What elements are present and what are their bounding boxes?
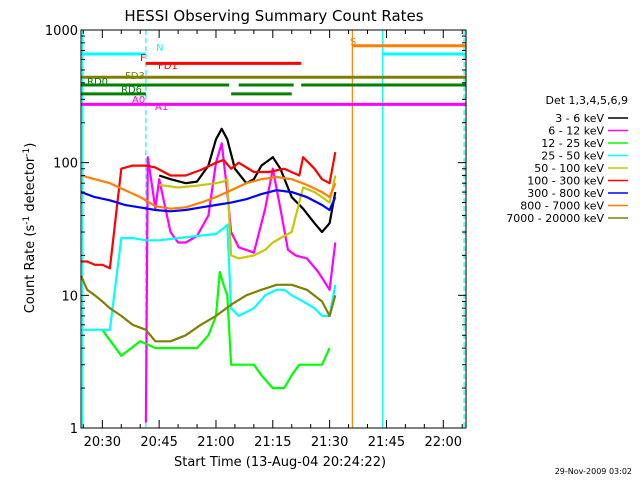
y-tick-label-2: 100	[53, 157, 78, 172]
x-tick-label-4: 21:30	[311, 435, 348, 450]
x-tick-label-2: 21:00	[197, 435, 234, 450]
flag-label-fd3: FD3	[125, 71, 145, 82]
legend-title: Det 1,3,4,5,6,9	[545, 94, 628, 107]
legend-label-6: 300 - 800 keV	[527, 187, 604, 200]
flag-label-a0: A0	[132, 95, 145, 106]
y-axis-label-mid: detector	[23, 156, 38, 216]
y-tick-label-3: 1000	[45, 24, 78, 39]
legend-label-1: 6 - 12 keV	[548, 125, 604, 138]
series-line-8	[80, 275, 337, 343]
chart-title: HESSI Observing Summary Count Rates	[124, 7, 423, 25]
series-line-3	[81, 223, 337, 331]
y-axis-label-sup-2: -1	[22, 148, 32, 157]
series-line-2	[101, 270, 331, 390]
series-line-7	[80, 174, 337, 210]
series-line-4	[159, 175, 337, 260]
x-tick-label-1: 20:45	[140, 435, 177, 450]
y-axis-label-sup-1: -1	[22, 216, 32, 225]
y-axis-label: Count Rate (s-1 detector-1)	[22, 143, 38, 314]
legend-label-2: 12 - 25 keV	[541, 137, 604, 150]
x-tick-label-5: 21:45	[368, 435, 405, 450]
flag-label-f: F	[140, 53, 146, 64]
timestamp: 29-Nov-2009 03:02	[555, 467, 632, 476]
legend-label-0: 3 - 6 keV	[555, 112, 604, 125]
legend-label-5: 100 - 300 keV	[527, 175, 604, 188]
plot-frame	[80, 29, 467, 429]
y-axis-label-main: Count Rate (s	[23, 225, 38, 314]
flag-label-rd6: RD6	[121, 85, 142, 96]
x-tick-label-3: 21:15	[254, 435, 291, 450]
y-tick-label-1: 10	[61, 289, 78, 304]
flag-label-s: S	[350, 37, 356, 48]
flag-label-a1: A1	[155, 102, 168, 113]
axes: 1 10 100 1000 20:30 20:45 21:00 21:15 21:30 21:45…	[45, 24, 466, 450]
x-tick-label-6: 22:00	[425, 435, 462, 450]
flag-label-n: N	[156, 43, 163, 54]
x-axis-label: Start Time (13-Aug-04 20:24:22)	[174, 455, 386, 470]
y-tick-label-0: 1	[70, 422, 78, 437]
x-tick-label-0: 20:30	[84, 435, 121, 450]
legend-label-3: 25 - 50 keV	[541, 150, 604, 163]
series-line-6	[80, 189, 337, 213]
legend-label-7: 800 - 7000 keV	[520, 200, 604, 213]
series-line-5	[81, 152, 337, 270]
flag-label-fd1: FD1	[158, 61, 178, 72]
legend-label-4: 50 - 100 keV	[534, 162, 604, 175]
flag-label-rd0: RD0	[87, 77, 108, 88]
legend-label-8: 7000 - 20000 keV	[506, 212, 604, 225]
y-axis-label-end: )	[23, 143, 38, 148]
